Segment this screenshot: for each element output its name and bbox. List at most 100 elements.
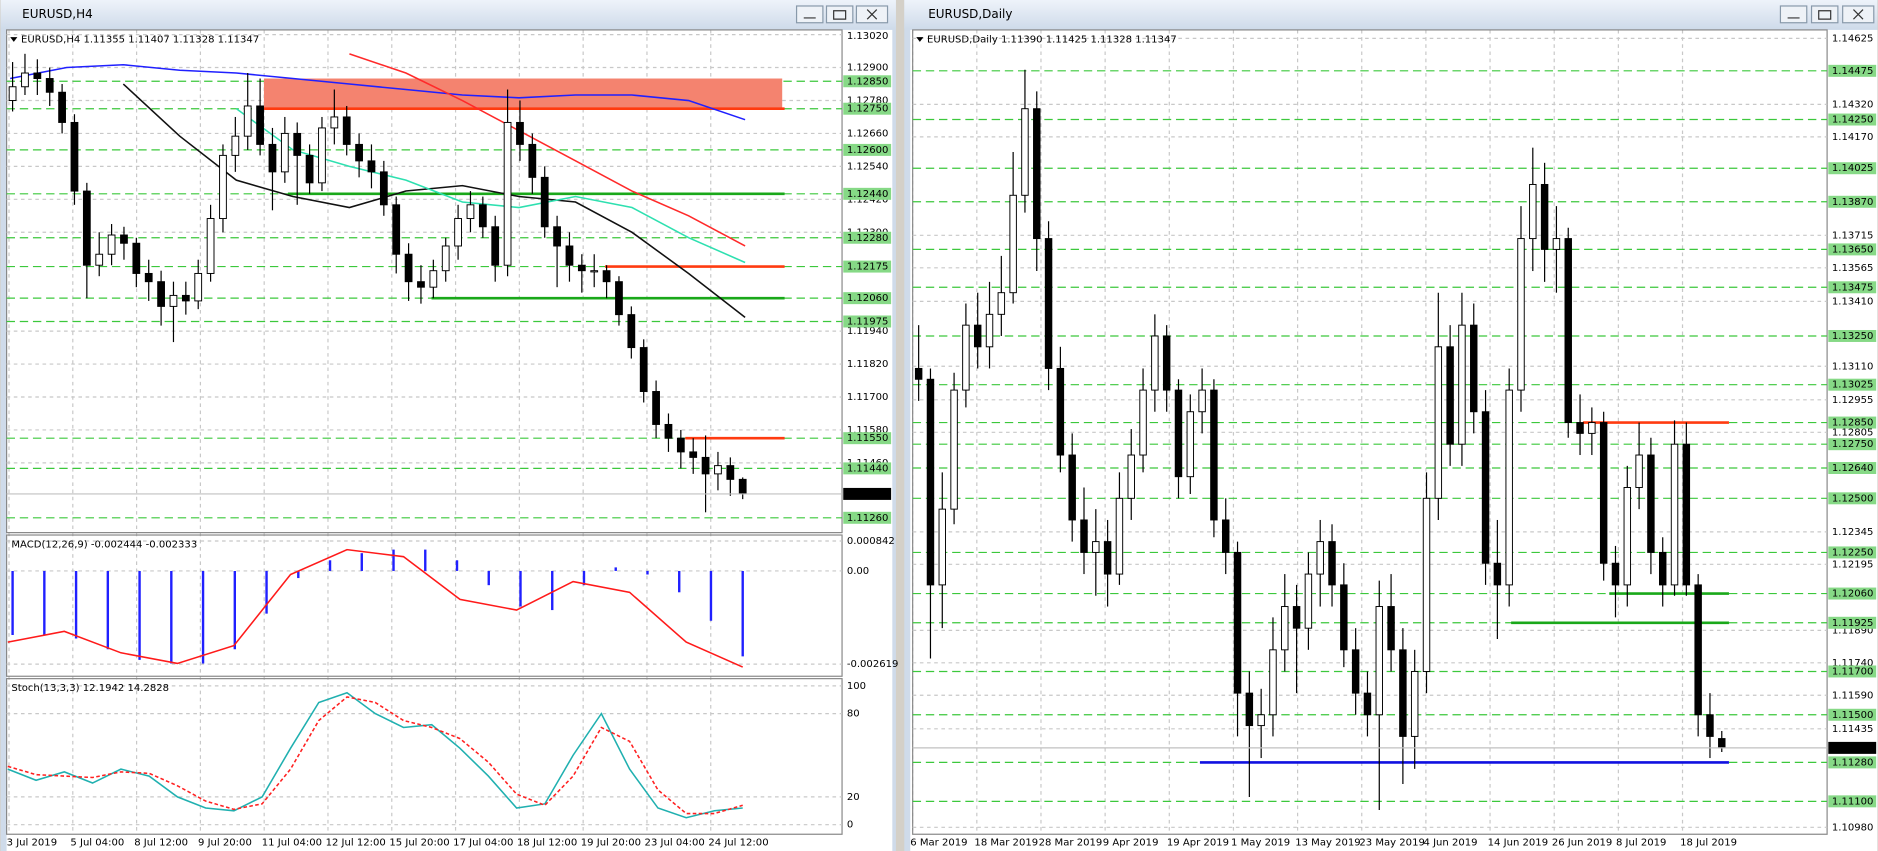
candle-body bbox=[441, 245, 450, 272]
level-label: 1.13650 bbox=[1832, 244, 1874, 255]
level-label-box bbox=[843, 75, 892, 88]
candle-body bbox=[1718, 738, 1726, 749]
x-tick-label: 9 Jul 20:00 bbox=[198, 838, 252, 849]
level-label-box bbox=[1828, 756, 1877, 769]
level-label-box bbox=[843, 102, 892, 115]
candle-body bbox=[652, 391, 660, 425]
chart-area bbox=[910, 29, 1878, 851]
candle-body bbox=[1210, 389, 1218, 521]
candle-body bbox=[33, 72, 42, 79]
candle-body bbox=[1222, 519, 1230, 553]
candle-body bbox=[577, 264, 586, 272]
macd-label: MACD(12,26,9) -0.002444 -0.002333 bbox=[11, 540, 197, 551]
level-label: 1.12175 bbox=[847, 262, 889, 273]
candle-body bbox=[1033, 108, 1041, 240]
candle-body bbox=[1576, 422, 1584, 434]
x-tick-label: 26 Jun 2019 bbox=[1552, 838, 1612, 849]
level-label: 1.12250 bbox=[1832, 547, 1874, 558]
candle-body bbox=[1257, 714, 1265, 727]
level-label: 1.14475 bbox=[1832, 66, 1874, 77]
candle-body bbox=[1021, 108, 1029, 196]
candle-body bbox=[1682, 443, 1691, 586]
x-tick-label: 1 May 2019 bbox=[1231, 838, 1290, 849]
minimize-button[interactable] bbox=[795, 5, 824, 24]
candle-body bbox=[404, 253, 413, 283]
candle-body bbox=[1328, 541, 1336, 586]
window-h4: EURUSD,H4 bbox=[0, 0, 896, 851]
x-tick-label: 8 Jul 2019 bbox=[1616, 838, 1666, 849]
candle-body bbox=[243, 105, 252, 137]
dropdown-icon bbox=[10, 37, 18, 42]
title-bar[interactable] bbox=[904, 0, 1878, 29]
level-label: 1.11260 bbox=[847, 513, 889, 524]
candle-body bbox=[1044, 238, 1053, 369]
minimize-button[interactable] bbox=[1779, 5, 1808, 24]
y-tick-label: 1.14625 bbox=[1832, 33, 1874, 44]
y-tick-label: 1.12805 bbox=[1832, 427, 1874, 438]
level-label: 1.13025 bbox=[1832, 380, 1874, 391]
x-tick-label: 6 Mar 2019 bbox=[910, 838, 967, 849]
restore-button[interactable] bbox=[825, 5, 854, 24]
candle-body bbox=[1151, 335, 1159, 391]
candle-body bbox=[676, 437, 685, 453]
candle-body bbox=[1009, 194, 1017, 294]
candle-body bbox=[1670, 443, 1679, 586]
x-tick-label: 12 Jul 12:00 bbox=[326, 838, 386, 849]
candle-body bbox=[1092, 541, 1100, 553]
candle-body bbox=[429, 270, 438, 288]
candle-body bbox=[478, 204, 487, 228]
candle-body bbox=[914, 367, 923, 380]
candle-body bbox=[157, 281, 165, 307]
macd-panel bbox=[6, 534, 843, 677]
y-tick-label: 1.12195 bbox=[1832, 559, 1874, 570]
candle-body bbox=[318, 127, 326, 184]
moving-average bbox=[10, 63, 746, 121]
level-label-box bbox=[843, 292, 892, 305]
x-tick-label: 28 Mar 2019 bbox=[1039, 838, 1103, 849]
level-label: 1.13250 bbox=[1832, 331, 1874, 342]
stoch-label: Stoch(13,3,3) 12.1942 14.2828 bbox=[11, 683, 169, 694]
current-price-label: 1.11347 bbox=[847, 489, 889, 500]
candle-body bbox=[1233, 551, 1242, 694]
level-label: 1.12750 bbox=[1832, 439, 1874, 450]
candle-body bbox=[256, 105, 264, 145]
candle-body bbox=[1269, 649, 1277, 716]
level-label: 1.12850 bbox=[1832, 418, 1874, 429]
candle-body bbox=[528, 143, 537, 178]
candle-body bbox=[950, 389, 958, 510]
candle-body bbox=[169, 294, 178, 307]
level-label-box bbox=[1828, 616, 1877, 629]
candle-body bbox=[1198, 389, 1206, 413]
candle-body bbox=[714, 465, 722, 475]
x-tick-label: 5 Jul 04:00 bbox=[70, 838, 124, 849]
candle-body bbox=[1340, 584, 1348, 651]
y-tick-label: 0.000842 bbox=[847, 536, 895, 547]
y-tick-label: 1.12540 bbox=[847, 161, 889, 172]
y-tick-label: 1.11580 bbox=[847, 425, 889, 436]
restore-button[interactable] bbox=[1810, 5, 1839, 24]
candle-body bbox=[280, 132, 289, 173]
level-label-box bbox=[843, 511, 892, 524]
level-label-box bbox=[843, 432, 892, 445]
level-label: 1.14025 bbox=[1832, 163, 1874, 174]
level-label: 1.11100 bbox=[1832, 796, 1874, 807]
x-tick-label: 8 Jul 12:00 bbox=[134, 838, 188, 849]
y-tick-label: -0.002619 bbox=[847, 659, 899, 670]
x-tick-label: 23 Jul 04:00 bbox=[645, 838, 705, 849]
candle-body bbox=[107, 234, 116, 255]
level-label: 1.11500 bbox=[1832, 710, 1874, 721]
x-tick-label: 19 Apr 2019 bbox=[1167, 838, 1229, 849]
x-tick-label: 24 Jul 12:00 bbox=[708, 838, 768, 849]
title-bar[interactable] bbox=[0, 0, 896, 29]
candle-body bbox=[1517, 238, 1525, 391]
x-tick-label: 17 Jul 04:00 bbox=[453, 838, 513, 849]
candle-body bbox=[1304, 573, 1313, 629]
y-tick-label: 1.13565 bbox=[1832, 263, 1874, 274]
candle-body bbox=[367, 160, 376, 173]
candle-body bbox=[962, 324, 970, 391]
window-title: EURUSD,Daily bbox=[928, 7, 1012, 21]
candle-body bbox=[1351, 649, 1360, 694]
candle-body bbox=[1363, 692, 1372, 716]
candle-body bbox=[1245, 692, 1254, 727]
